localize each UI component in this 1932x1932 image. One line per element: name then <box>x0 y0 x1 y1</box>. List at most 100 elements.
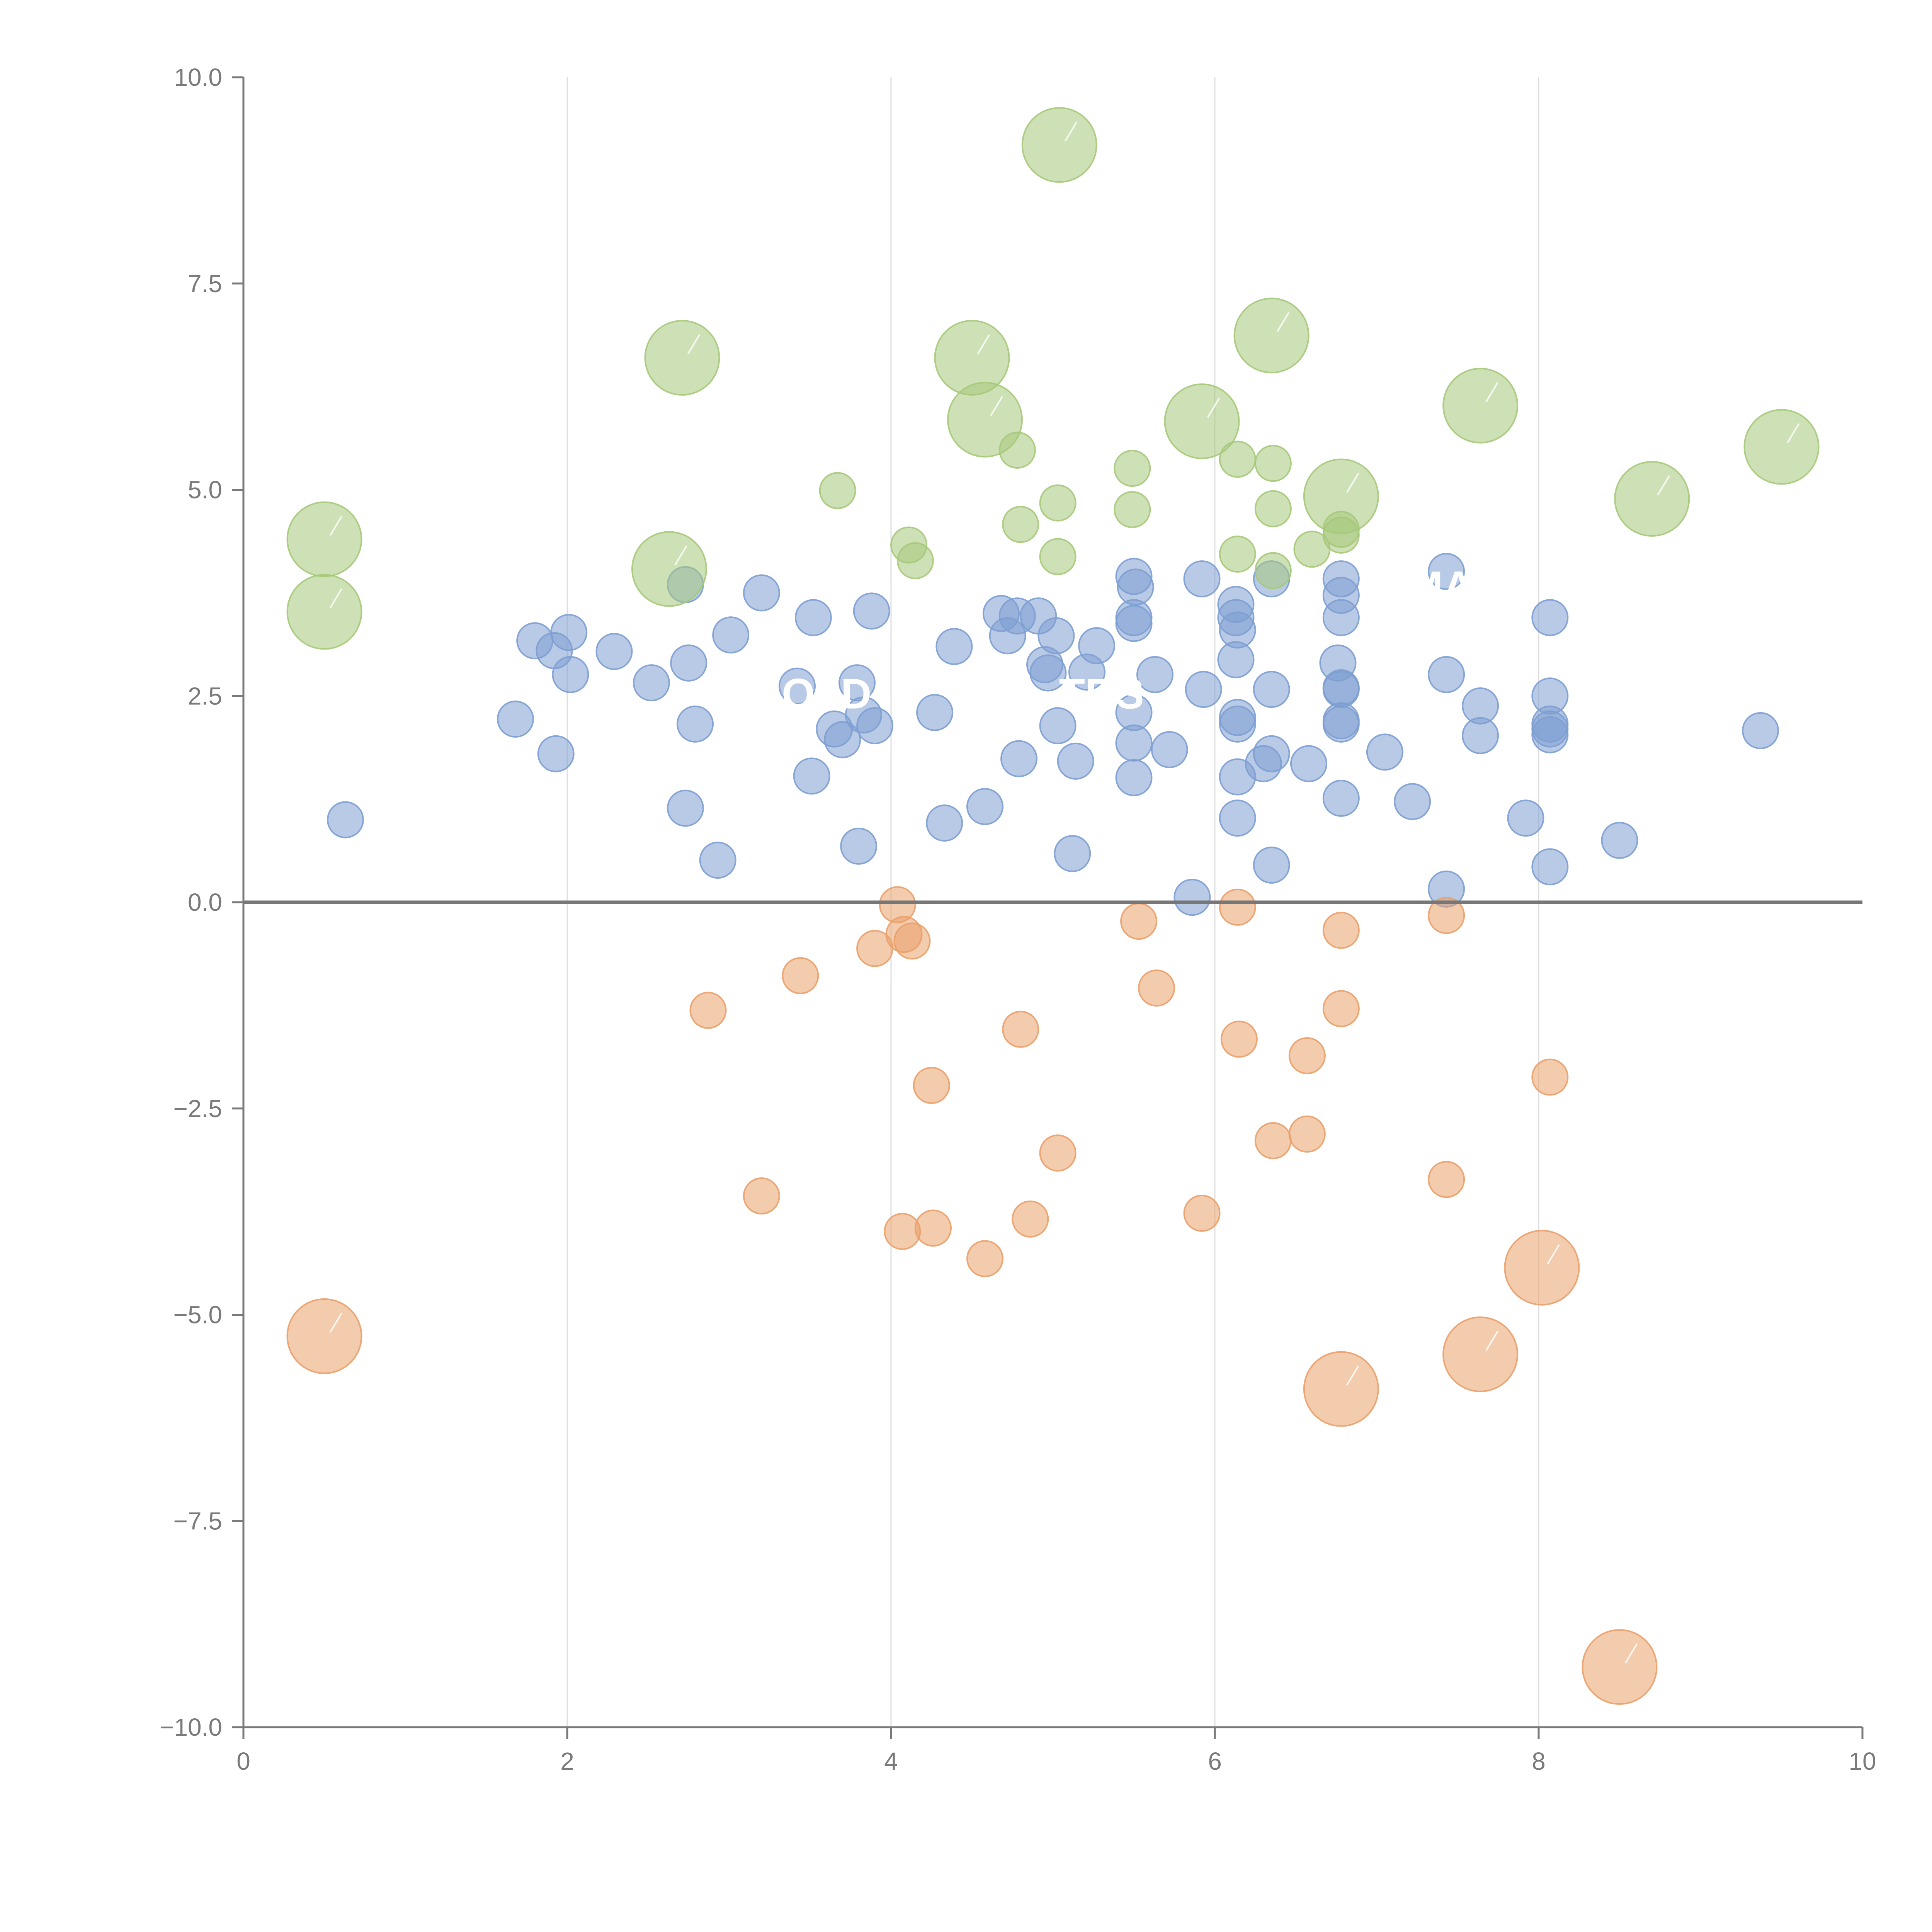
bubble-high-large <box>631 531 707 607</box>
bubble-high <box>1039 484 1077 522</box>
bubble-negative <box>1220 1020 1258 1058</box>
bubble-positive <box>1029 654 1067 692</box>
bubble-positive <box>1037 617 1075 655</box>
axes: 0 2 4 6 8 10 −10.0 −7.5 −5.0 −2.5 0.0 2.5 5.0 7.5 10.0 <box>160 63 1876 1775</box>
bubble-positive <box>1219 799 1256 837</box>
bubble-positive <box>1057 742 1094 780</box>
bubble-high-large <box>1021 107 1097 183</box>
bubble-negative <box>1288 1037 1326 1075</box>
bubble-high-large <box>644 320 720 396</box>
bubble-positive <box>966 788 1004 825</box>
bubble-positive <box>824 721 861 759</box>
bubble-positive <box>1290 745 1328 782</box>
bubble-positive <box>1115 724 1153 762</box>
bubble-positive <box>1531 716 1569 753</box>
x-tick-label: 10 <box>1849 1747 1876 1775</box>
bubble-negative <box>1531 1058 1569 1096</box>
bubble-positive <box>497 701 534 738</box>
x-tick-label: 4 <box>884 1747 898 1775</box>
bubble-high <box>1002 506 1039 543</box>
bubble-high-large <box>1614 461 1690 537</box>
bubble-positive <box>1428 656 1465 693</box>
bubble-high <box>819 472 856 509</box>
bubble-positive <box>1322 779 1360 817</box>
bubble-positive <box>1039 707 1077 745</box>
leader-line <box>1624 1643 1638 1664</box>
y-tick-label: −7.5 <box>173 1507 222 1535</box>
y-tick-label: 0.0 <box>188 888 222 916</box>
bubble-negative <box>782 957 819 995</box>
y-tick-label: 10.0 <box>174 63 222 91</box>
leader-line <box>1485 382 1498 402</box>
bubble-positive <box>595 633 633 670</box>
bubble-positive <box>1531 599 1569 636</box>
bubble-positive <box>1115 759 1153 796</box>
x-tick-label: 0 <box>236 1747 250 1775</box>
bubble-negative <box>1322 990 1360 1027</box>
bubble-negative-large <box>1442 1316 1519 1392</box>
bubble-positive <box>670 644 707 682</box>
bubble-positive <box>1601 821 1638 859</box>
bubble-positive <box>1531 848 1569 886</box>
bubble-negative-large <box>1582 1629 1658 1705</box>
bubble-positive <box>1219 705 1256 743</box>
leader-line <box>1547 1244 1560 1264</box>
bubble-high <box>1254 445 1292 482</box>
bubble-positive <box>327 801 364 838</box>
bubble-positive <box>552 656 589 693</box>
bubble-positive <box>935 628 973 665</box>
bubble-negative <box>1120 903 1158 940</box>
leader-line <box>329 515 343 536</box>
leader-line <box>1276 312 1290 332</box>
bubble-positive <box>1000 740 1038 777</box>
overlay-label: GOLD <box>749 670 872 718</box>
bubble-negative <box>913 1066 950 1104</box>
bubble-high <box>1114 449 1151 487</box>
bubble-negative-large <box>286 1298 362 1374</box>
bubble-positive <box>1428 553 1465 590</box>
bubble-high-large <box>947 382 1023 458</box>
bubble-positive <box>1507 799 1544 837</box>
bubble-positive <box>1462 717 1499 754</box>
bubble-positive <box>856 707 894 745</box>
bubble-positive <box>1253 846 1290 884</box>
leader-line <box>674 545 687 566</box>
bubble-high <box>1254 552 1292 589</box>
bubble-high-large <box>1164 383 1240 459</box>
bubble-high <box>1254 490 1292 527</box>
leader-line <box>990 396 1003 417</box>
bubble-high <box>1219 536 1256 573</box>
leader-line <box>1207 398 1220 418</box>
bubble-positive <box>793 757 830 795</box>
bubble-negative <box>1002 1010 1039 1048</box>
bubble-negative <box>1138 969 1175 1007</box>
bubble-positive <box>1322 599 1360 636</box>
bubble-positive <box>853 592 890 630</box>
bubble-positive <box>1117 568 1154 606</box>
bubble-positive <box>1322 671 1360 708</box>
y-tick-label: 5.0 <box>188 476 222 504</box>
bubble-negative <box>743 1177 780 1215</box>
leader-line <box>977 334 990 354</box>
bubble-negative <box>1219 888 1256 926</box>
leader-line <box>1065 121 1078 142</box>
x-tick-label: 6 <box>1208 1747 1222 1775</box>
leader-line <box>687 334 701 354</box>
bubble-positive <box>1151 731 1188 769</box>
bubble-positive <box>840 827 878 865</box>
bubble-negative-large <box>1504 1230 1580 1306</box>
bubble-positive <box>1253 735 1290 772</box>
bubble-high <box>896 542 934 580</box>
bubble-positive <box>1183 560 1221 598</box>
y-tick-label: 7.5 <box>188 270 222 298</box>
bubble-high-large <box>1233 298 1310 374</box>
bubble-positive <box>1394 783 1431 820</box>
y-tick-label: 2.5 <box>188 682 222 710</box>
leader-line <box>329 1312 343 1333</box>
overlay-label: HMA <box>1377 563 1474 611</box>
bubble-positive <box>1136 656 1173 693</box>
bubble-positive <box>916 694 954 731</box>
y-tick-label: −5.0 <box>173 1301 222 1329</box>
bubble-negative <box>893 922 931 960</box>
